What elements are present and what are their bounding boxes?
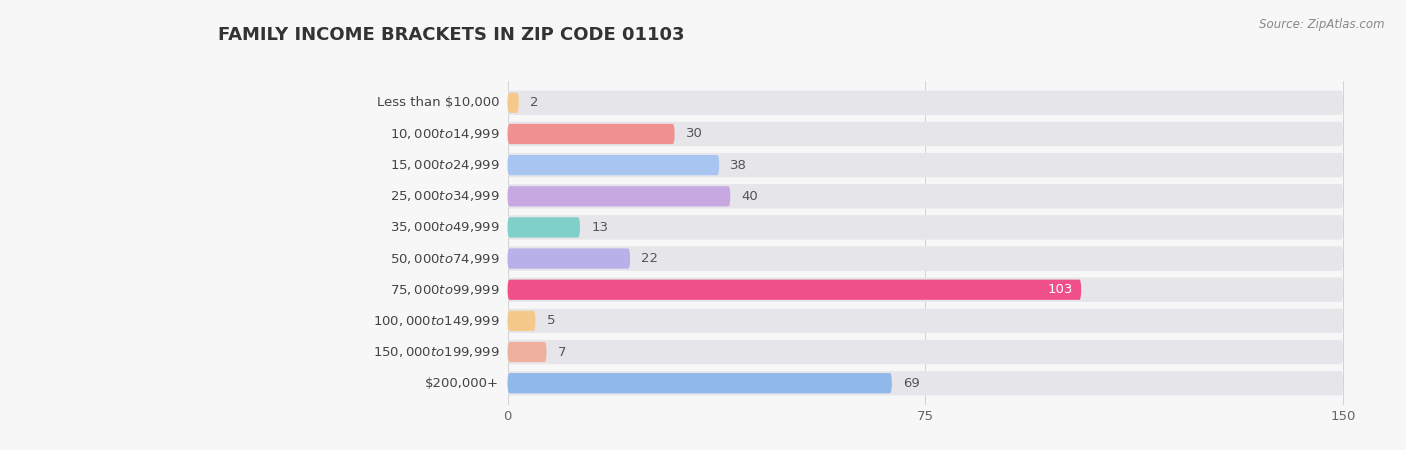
- Text: 30: 30: [686, 127, 703, 140]
- FancyBboxPatch shape: [508, 373, 891, 393]
- Text: $25,000 to $34,999: $25,000 to $34,999: [389, 189, 499, 203]
- Text: $100,000 to $149,999: $100,000 to $149,999: [373, 314, 499, 328]
- Text: 103: 103: [1047, 283, 1073, 296]
- FancyBboxPatch shape: [508, 184, 1343, 208]
- Text: 38: 38: [730, 158, 747, 171]
- Text: Source: ZipAtlas.com: Source: ZipAtlas.com: [1260, 18, 1385, 31]
- FancyBboxPatch shape: [508, 279, 1081, 300]
- FancyBboxPatch shape: [508, 93, 519, 113]
- Text: FAMILY INCOME BRACKETS IN ZIP CODE 01103: FAMILY INCOME BRACKETS IN ZIP CODE 01103: [218, 26, 685, 44]
- Text: 40: 40: [741, 190, 758, 203]
- Text: Less than $10,000: Less than $10,000: [377, 96, 499, 109]
- FancyBboxPatch shape: [508, 217, 579, 238]
- Text: $200,000+: $200,000+: [425, 377, 499, 390]
- FancyBboxPatch shape: [508, 155, 720, 175]
- Text: 69: 69: [903, 377, 920, 390]
- Text: 2: 2: [530, 96, 538, 109]
- FancyBboxPatch shape: [508, 215, 1343, 239]
- FancyBboxPatch shape: [508, 311, 536, 331]
- Text: $75,000 to $99,999: $75,000 to $99,999: [389, 283, 499, 297]
- FancyBboxPatch shape: [508, 342, 547, 362]
- FancyBboxPatch shape: [508, 153, 1343, 177]
- FancyBboxPatch shape: [508, 248, 630, 269]
- FancyBboxPatch shape: [508, 340, 1343, 364]
- FancyBboxPatch shape: [508, 247, 1343, 271]
- Text: $150,000 to $199,999: $150,000 to $199,999: [373, 345, 499, 359]
- FancyBboxPatch shape: [508, 124, 675, 144]
- FancyBboxPatch shape: [508, 122, 1343, 146]
- Text: 22: 22: [641, 252, 658, 265]
- Text: 5: 5: [547, 315, 555, 328]
- FancyBboxPatch shape: [508, 371, 1343, 396]
- FancyBboxPatch shape: [508, 278, 1343, 302]
- Text: $50,000 to $74,999: $50,000 to $74,999: [389, 252, 499, 266]
- FancyBboxPatch shape: [508, 90, 1343, 115]
- Text: 7: 7: [558, 346, 567, 359]
- Text: $35,000 to $49,999: $35,000 to $49,999: [389, 220, 499, 234]
- FancyBboxPatch shape: [508, 186, 730, 207]
- Text: $15,000 to $24,999: $15,000 to $24,999: [389, 158, 499, 172]
- Text: 13: 13: [591, 221, 609, 234]
- FancyBboxPatch shape: [508, 309, 1343, 333]
- Text: $10,000 to $14,999: $10,000 to $14,999: [389, 127, 499, 141]
